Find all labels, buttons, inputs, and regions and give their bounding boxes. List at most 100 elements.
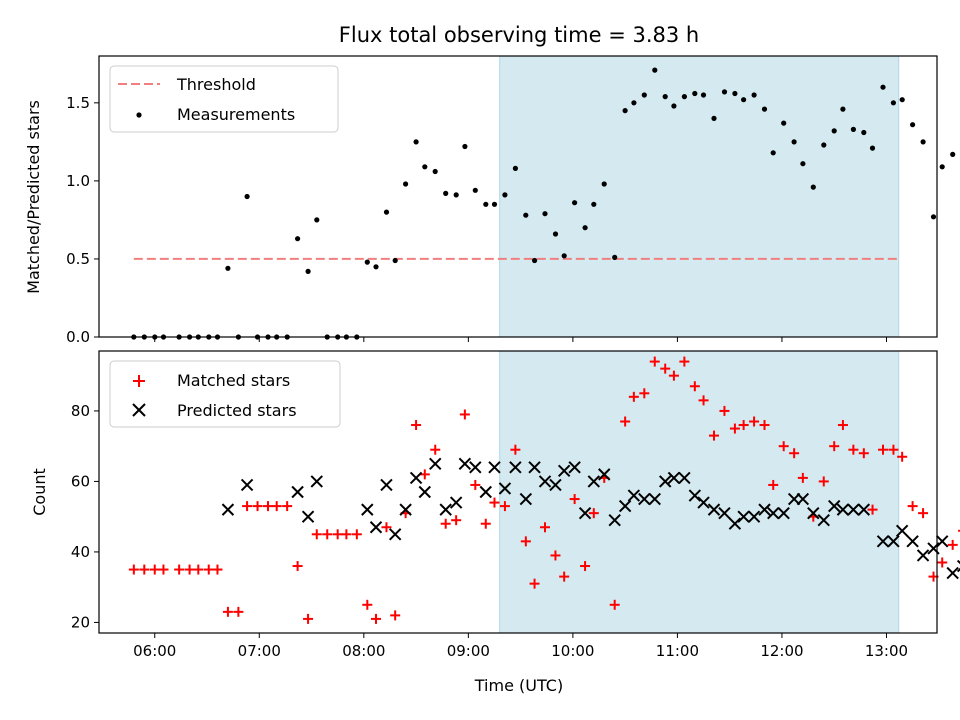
predicted-star-point	[439, 503, 452, 516]
count-y-tick-label: 20	[71, 613, 90, 631]
matched-star-point	[303, 613, 314, 624]
ratio-y-axis-label: Matched/Predicted stars	[24, 100, 43, 294]
measurement-point	[601, 181, 607, 187]
predicted-star-point	[946, 566, 959, 580]
predicted-star-point	[758, 503, 771, 516]
measurement-point	[641, 92, 647, 98]
measurement-point	[700, 92, 707, 98]
matched-star-point	[818, 476, 829, 487]
predicted-star-point	[916, 549, 930, 562]
predicted-star-point	[618, 499, 632, 513]
count-y-tick-label: 40	[71, 543, 90, 561]
measurement-point	[502, 192, 508, 198]
ratio-legend-box	[109, 65, 339, 133]
measurement-point	[890, 100, 897, 106]
measurement-point	[314, 217, 320, 223]
matched-star-point	[242, 501, 253, 512]
measurement-point	[861, 129, 867, 136]
measurement-point	[950, 151, 956, 157]
x-tick-label: 07:00	[238, 642, 281, 660]
predicted-star-point	[409, 471, 423, 485]
measurement-point	[800, 161, 806, 167]
count-y-axis: 20 40 60 80	[71, 402, 99, 631]
count-x-axis: 06:00 07:00 08:00 09:00 10:00 11:00 12:00 13:00	[133, 633, 908, 660]
measurement-point	[582, 225, 588, 231]
matched-star-point	[569, 494, 580, 505]
legend-threshold-label: Threshold	[176, 75, 256, 94]
matched-star-point	[877, 444, 888, 455]
predicted-star-point	[488, 461, 501, 474]
matched-star-point	[292, 561, 303, 572]
count-panel: 20 40 60 80 06:00 07:00 08:00 09:00 10:00 11:00 1…	[30, 350, 960, 695]
matched-star-point	[768, 479, 779, 490]
matched-star-point	[947, 539, 958, 550]
measurement-point	[422, 164, 428, 170]
predicted-star-point	[449, 496, 463, 509]
matched-star-point	[867, 504, 878, 515]
matched-star-point	[907, 501, 918, 512]
predicted-star-point	[828, 499, 841, 513]
ratio-x-axis	[154, 337, 887, 342]
predicted-star-point	[538, 475, 552, 488]
measurement-point	[920, 139, 926, 145]
count-y-tick-label: 80	[71, 402, 90, 420]
matched-star-point	[759, 420, 770, 431]
predicted-star-point	[678, 471, 691, 485]
predicted-star-point	[608, 513, 621, 527]
legend-predicted-swatch	[132, 403, 146, 417]
predicted-star-point	[667, 471, 681, 485]
predicted-stars-series	[221, 457, 960, 580]
x-tick-label: 09:00	[447, 642, 490, 660]
legend-measurements-label: Measurements	[177, 105, 295, 124]
matched-star-point	[212, 564, 223, 575]
matched-star-point	[559, 571, 570, 582]
predicted-star-point	[568, 461, 581, 474]
matched-star-point	[128, 564, 139, 575]
matched-star-point	[698, 395, 709, 406]
predicted-star-point	[836, 503, 850, 516]
matched-star-point	[620, 416, 631, 427]
matched-star-point	[371, 613, 382, 624]
count-legend: Matched stars Predicted stars	[109, 360, 341, 428]
matched-star-point	[158, 564, 169, 575]
predicted-star-point	[777, 506, 790, 520]
x-tick-label: 08:00	[342, 642, 385, 660]
measurement-point	[225, 265, 231, 271]
ratio-panel-frame	[98, 55, 938, 338]
ratio-y-tick-label: 0.5	[66, 250, 90, 268]
matched-star-point	[738, 420, 749, 431]
measurement-point	[443, 190, 449, 196]
measurement-point	[869, 145, 876, 151]
ratio-legend: Threshold Measurements	[109, 65, 339, 133]
measurement-point	[781, 120, 787, 126]
matched-star-point	[193, 564, 204, 575]
measurement-point	[662, 94, 668, 100]
predicted-star-point	[718, 506, 731, 520]
predicted-star-point	[767, 506, 780, 520]
measurement-point	[671, 103, 677, 109]
predicted-star-point	[557, 464, 571, 478]
measurement-point	[532, 257, 538, 264]
matched-star-point	[540, 522, 551, 533]
predicted-star-point	[469, 461, 482, 474]
predicted-star-point	[519, 492, 533, 506]
matched-star-point	[897, 451, 908, 462]
matched-star-point	[520, 536, 531, 547]
measurement-point	[692, 90, 698, 97]
measurement-point	[453, 192, 459, 198]
measurement-point	[831, 128, 837, 134]
ratio-y-axis: 0.0 0.5 1.0 1.5	[66, 94, 99, 346]
predicted-star-point	[807, 506, 820, 520]
matched-star-point	[489, 497, 500, 508]
predicted-star-point	[737, 510, 750, 523]
measurement-point	[631, 100, 637, 106]
matched-star-point	[719, 405, 730, 416]
predicted-star-point	[659, 475, 672, 488]
measurement-point	[383, 209, 390, 215]
matched-star-point	[262, 501, 273, 512]
ratio-panel: 0.0 0.5 1.0 1.5 Matched/Predicted stars Thr…	[24, 55, 956, 346]
matched-star-point	[888, 444, 899, 455]
predicted-star-point	[578, 506, 592, 520]
predicted-star-point	[361, 503, 374, 516]
matched-star-point	[749, 416, 760, 427]
